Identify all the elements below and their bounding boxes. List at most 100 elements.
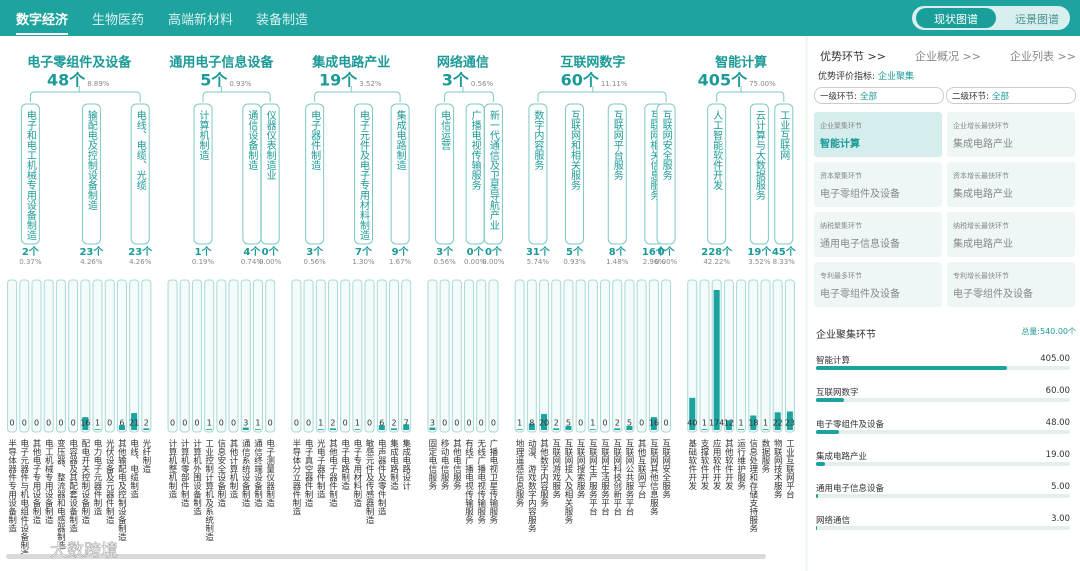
- select-box[interactable]: [814, 87, 944, 104]
- bar-label: 互联网生活服务平台: [600, 439, 610, 516]
- bar-track: [748, 279, 759, 433]
- bar-track: [80, 279, 91, 433]
- bar-label: 集成电路设计: [401, 438, 411, 491]
- bar-label: 通信终端设备制造: [252, 438, 262, 508]
- bar-label: 无线广播电视传输服务: [476, 439, 486, 525]
- bar-value: 12: [724, 419, 734, 428]
- ranking-value: 19.00: [1045, 450, 1070, 460]
- bar-track: [376, 279, 387, 433]
- ranking-bar: [816, 398, 845, 402]
- sub-name: 广播电视传输服务: [469, 110, 481, 191]
- chain-chart: 0 半导体器件专用设备制造 0 电子元器件与机电组件设备制造 0 其他电子专用设备制造 0 电…: [0, 36, 805, 571]
- bar-label: 其他数字内容服务: [539, 439, 549, 508]
- sub-share: 0.00%: [482, 258, 505, 266]
- select-box[interactable]: [946, 87, 1076, 104]
- sub-count: 3个: [436, 245, 454, 258]
- bar-label: 互联网其他信息服务: [648, 439, 658, 516]
- card[interactable]: [814, 212, 942, 257]
- bar-value: 3: [430, 419, 435, 428]
- bar-label: 通信系统设备制造: [240, 438, 250, 508]
- side-panel: 优势环节 >> 企业概况 >> 企业列表 >> 优势评价指标: 企业聚集 一级环节: 全部二…: [808, 36, 1080, 571]
- group-name: 电子零组件及设备: [27, 55, 132, 71]
- bar-label: 计算机零部件制造: [179, 438, 189, 508]
- bar-value: 2: [330, 419, 335, 428]
- nav-tab[interactable]: 生物医药: [92, 13, 145, 28]
- panel-tab[interactable]: 企业概况 >>: [915, 50, 981, 63]
- ranking-track: [816, 462, 1070, 466]
- sub-box: [707, 103, 727, 245]
- sub-share: 8.33%: [773, 258, 796, 266]
- bar-label: 基础软件开发: [687, 438, 697, 491]
- bar-value: 0: [219, 419, 224, 428]
- bar-value: 40: [687, 419, 697, 428]
- bar-value: 2: [615, 419, 620, 428]
- bar-value: 0: [306, 419, 311, 428]
- panel-tab[interactable]: 优势环节 >>: [820, 50, 886, 63]
- bar-track: [167, 279, 178, 433]
- bar-label: 光伏设备及元器件制造: [104, 438, 114, 525]
- toggle-option[interactable]: 现状图谱: [934, 13, 978, 26]
- bar-value: 1: [763, 419, 768, 428]
- bar-label: 半导体器件专用设备制造: [7, 438, 17, 533]
- bar-label: 光电子器件制造: [315, 438, 325, 499]
- ranking-value: 5.00: [1051, 482, 1070, 492]
- bar-label: 变压器、整流器和电感器制造: [55, 438, 65, 550]
- sub-share: 0.19%: [192, 258, 215, 266]
- nav-tab[interactable]: 高端新材料: [168, 13, 234, 28]
- bar-label: 信息处理和存储支持服务: [748, 438, 758, 533]
- card[interactable]: [947, 212, 1075, 257]
- sub-share: 0.00%: [464, 258, 487, 266]
- bar-label: 其他软件开发: [723, 439, 733, 491]
- bar-value: 1: [702, 419, 707, 428]
- bar-value: 2: [391, 419, 396, 428]
- sub-box: [81, 103, 101, 245]
- nav-tab[interactable]: 数字经济: [16, 9, 69, 35]
- nav-tab[interactable]: 装备制造: [256, 13, 309, 28]
- sub-count: 31个: [526, 245, 551, 258]
- bar-value: 6: [119, 419, 124, 428]
- bar-track: [526, 279, 537, 433]
- sub-count: 0个: [262, 245, 280, 258]
- sub-count: 45个: [772, 245, 797, 258]
- ranking-value: 48.00: [1045, 418, 1070, 428]
- card[interactable]: [814, 262, 942, 307]
- bar-track: [699, 279, 710, 433]
- card[interactable]: [814, 162, 942, 207]
- bracket: [537, 86, 667, 102]
- ranking-track: [816, 494, 1070, 498]
- toggle-option[interactable]: 远景图谱: [1015, 13, 1059, 26]
- sub-share: 42.22%: [703, 258, 730, 266]
- sub-box: [353, 103, 373, 245]
- card[interactable]: [814, 112, 942, 157]
- bar: [541, 413, 548, 430]
- bar-value: 0: [231, 419, 236, 428]
- bar-label: 电力电子元器件制造: [92, 438, 102, 516]
- bar: [786, 411, 793, 430]
- bracket: [444, 86, 494, 102]
- bar-track: [736, 279, 747, 433]
- card[interactable]: [947, 162, 1075, 207]
- sub-name: 互联网安全服务: [660, 110, 672, 181]
- bar-track: [179, 279, 190, 433]
- ranking-bar: [816, 526, 818, 530]
- panel-tab[interactable]: 企业列表 >>: [1010, 50, 1076, 63]
- bar-label: 其他电子器件制造: [327, 439, 337, 508]
- bar-label: 互联网搜索服务: [575, 439, 585, 499]
- card-value: 集成电路产业: [953, 239, 1013, 250]
- bar-track: [661, 279, 672, 433]
- sub-box: [774, 103, 794, 245]
- bar-value: 1: [207, 419, 212, 428]
- card[interactable]: [947, 112, 1075, 157]
- bar: [713, 290, 720, 430]
- sub-box: [305, 103, 325, 245]
- indicator-label: 优势评价指标:: [818, 72, 876, 82]
- ranking-value: 405.00: [1040, 354, 1070, 364]
- indicator-value[interactable]: 企业聚集: [878, 72, 915, 82]
- card[interactable]: [947, 262, 1075, 307]
- sub-name: 电线、电缆、光缆: [134, 109, 146, 190]
- sub-box: [435, 103, 455, 245]
- bar-value: 6: [379, 419, 384, 428]
- sub-share: 4.26%: [129, 258, 152, 266]
- bar: [762, 429, 769, 430]
- group-name: 网络通信: [437, 55, 489, 71]
